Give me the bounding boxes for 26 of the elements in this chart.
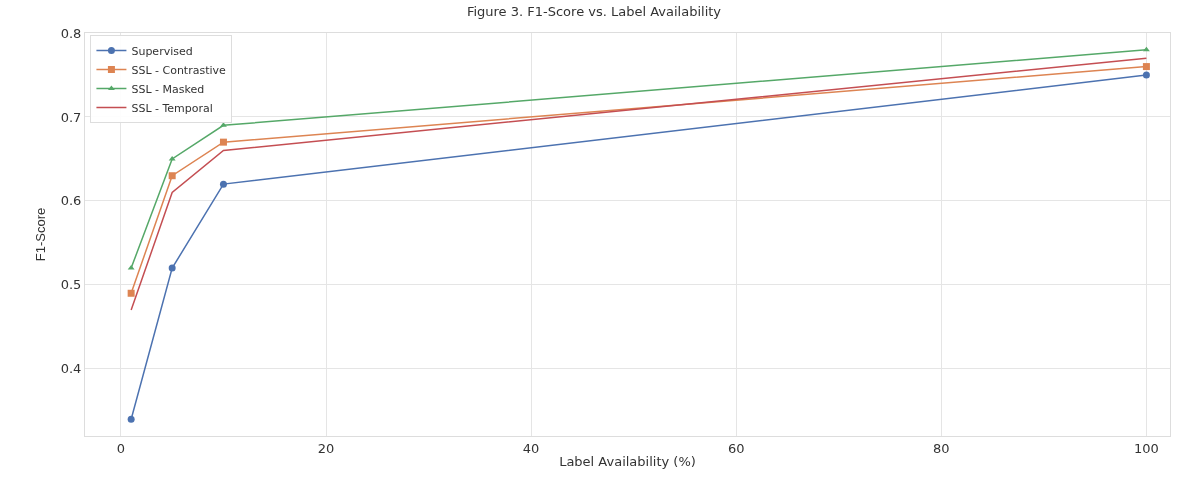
point <box>1142 63 1150 71</box>
x-tick-label: 100 <box>1134 440 1159 456</box>
x-tick-label: 60 <box>727 440 745 456</box>
point <box>168 264 176 272</box>
legend-label: SSL - Contrastive <box>131 63 227 77</box>
x-tick-label: 20 <box>317 440 335 456</box>
chart-title: Figure 3. F1-Score vs. Label Availability <box>466 4 722 20</box>
x-tick-label: 0 <box>116 440 126 456</box>
point <box>1142 71 1150 79</box>
y-tick-label: 0.4 <box>60 361 82 377</box>
y-axis-title: F1-Score <box>32 207 48 262</box>
y-tick-label: 0.6 <box>60 193 82 209</box>
y-tick-label: 0.8 <box>60 25 82 41</box>
x-tick-label: 40 <box>522 440 540 456</box>
point <box>127 289 135 297</box>
y-tick-label: 0.5 <box>60 277 82 293</box>
legend-label: SSL - Temporal <box>131 101 213 115</box>
x-tick-label: 80 <box>933 440 950 456</box>
legend-label: Supervised <box>131 44 193 58</box>
y-tick-label: 0.7 <box>60 109 82 125</box>
legend-label: SSL - Masked <box>131 82 205 96</box>
point <box>168 172 176 180</box>
x-axis-title: Label Availability (%) <box>559 454 696 470</box>
point <box>219 180 227 188</box>
point <box>219 138 227 146</box>
point <box>127 415 135 423</box>
